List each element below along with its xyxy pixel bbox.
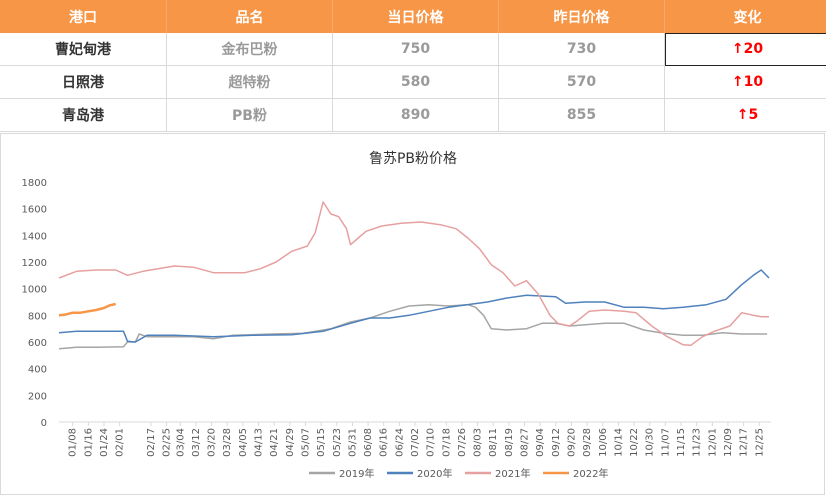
- change-cell: ↑5: [665, 99, 826, 132]
- x-tick-label: 10/22: [629, 428, 640, 457]
- x-tick-label: 02/17: [146, 428, 157, 457]
- x-tick-label: 01/08: [68, 428, 79, 457]
- yesterday-price-cell: 855: [499, 99, 665, 132]
- x-tick-label: 06/24: [394, 428, 405, 457]
- port-cell: 日照港: [0, 66, 167, 99]
- x-tick-label: 06/08: [363, 428, 374, 457]
- header-change: 变化: [665, 0, 826, 33]
- x-tick-label: 08/27: [520, 428, 531, 457]
- x-tick-label: 03/28: [222, 428, 233, 457]
- x-tick-label: 11/15: [676, 428, 687, 457]
- x-tick-label: 04/05: [238, 428, 249, 457]
- x-tick-label: 12/17: [739, 428, 750, 457]
- series-line-2021年: [59, 202, 769, 345]
- y-axis: 0 200 400 600 800 1000 1200 1400 1600 1800: [22, 178, 47, 429]
- x-tick-label: 10/06: [598, 428, 609, 457]
- y-tick-label: 1400: [22, 231, 47, 242]
- today-price-cell: 890: [333, 99, 499, 132]
- x-tick-label: 02/25: [162, 428, 173, 457]
- today-price-cell: 580: [333, 66, 499, 99]
- chart-title: 鲁苏PB粉价格: [369, 151, 457, 167]
- product-cell: 金布巴粉: [167, 33, 333, 66]
- x-tick-label: 05/15: [316, 428, 327, 457]
- x-tick-label: 03/20: [207, 428, 218, 457]
- y-tick-label: 400: [28, 365, 47, 376]
- y-tick-label: 1800: [22, 178, 47, 189]
- legend-label: 2021年: [495, 467, 530, 480]
- table-header-row: 港口 品名 当日价格 昨日价格 变化: [0, 0, 826, 33]
- x-tick-label: 12/25: [754, 428, 765, 457]
- x-tick-label: 05/31: [347, 428, 358, 457]
- header-port: 港口: [0, 0, 167, 33]
- x-tick-label: 12/01: [707, 428, 718, 457]
- chart-area: 鲁苏PB粉价格 0 200 400 600 800 1000 1200 1400 1600 180…: [0, 133, 825, 495]
- x-tick-label: 12/09: [723, 428, 734, 457]
- change-cell: ↑10: [665, 66, 826, 99]
- x-tick-label: 07/18: [441, 428, 452, 457]
- yesterday-price-cell: 570: [499, 66, 665, 99]
- header-today: 当日价格: [333, 0, 499, 33]
- x-tick-label: 07/10: [426, 428, 437, 457]
- x-tick-label: 07/02: [410, 428, 421, 457]
- x-tick-label: 09/12: [551, 428, 562, 457]
- change-cell: ↑20: [665, 33, 826, 66]
- x-tick-label: 05/23: [332, 428, 343, 457]
- x-tick-label: 11/23: [692, 428, 703, 457]
- price-line-chart: 鲁苏PB粉价格 0 200 400 600 800 1000 1200 1400 1600 180…: [1, 134, 824, 494]
- x-tick-label: 08/03: [473, 428, 484, 457]
- legend-label: 2020年: [417, 467, 452, 480]
- x-tick-label: 05/07: [300, 428, 311, 457]
- header-yesterday: 昨日价格: [499, 0, 665, 33]
- x-tick-label: 06/16: [379, 428, 390, 457]
- x-tick-label: 04/21: [269, 428, 280, 457]
- x-tick-label: 08/11: [488, 428, 499, 457]
- x-tick-label: 01/16: [83, 428, 94, 457]
- x-tick-label: 11/07: [660, 428, 671, 457]
- x-tick-label: 09/20: [566, 428, 577, 457]
- x-tick-label: 09/04: [535, 428, 546, 457]
- legend-label: 2022年: [573, 467, 608, 480]
- port-cell: 青岛港: [0, 99, 167, 132]
- x-tick-label: 01/24: [99, 428, 110, 457]
- x-tick-label: 09/28: [582, 428, 593, 457]
- series-line-2022年: [59, 304, 116, 315]
- port-cell: 曹妃甸港: [0, 33, 167, 66]
- yesterday-price-cell: 730: [499, 33, 665, 66]
- table-row: 青岛港 PB粉 890 855 ↑5: [0, 99, 826, 132]
- series-line-2019年: [59, 305, 767, 349]
- chart-legend: 2019年 2020年 2021年 2022年: [309, 467, 608, 480]
- x-tick-label: 10/14: [613, 428, 624, 457]
- today-price-cell: 750: [333, 33, 499, 66]
- product-cell: PB粉: [167, 99, 333, 132]
- series-lines: [59, 202, 769, 349]
- legend-label: 2019年: [339, 467, 374, 480]
- y-tick-label: 600: [28, 338, 47, 349]
- y-tick-label: 0: [41, 418, 47, 429]
- y-tick-label: 1000: [22, 285, 47, 296]
- product-cell: 超特粉: [167, 66, 333, 99]
- y-tick-label: 1600: [22, 205, 47, 216]
- y-tick-label: 800: [28, 311, 47, 322]
- x-tick-label: 02/01: [115, 428, 126, 457]
- x-tick-label: 04/29: [285, 428, 296, 457]
- x-tick-label: 10/30: [645, 428, 656, 457]
- price-table: 港口 品名 当日价格 昨日价格 变化 曹妃甸港 金布巴粉 750 730 ↑20…: [0, 0, 826, 132]
- table-row: 曹妃甸港 金布巴粉 750 730 ↑20: [0, 33, 826, 66]
- y-tick-label: 1200: [22, 258, 47, 269]
- table-row: 日照港 超特粉 580 570 ↑10: [0, 66, 826, 99]
- x-tick-label: 03/12: [191, 428, 202, 457]
- y-tick-label: 200: [28, 391, 47, 402]
- x-tick-label: 08/19: [504, 428, 515, 457]
- x-tick-label: 07/26: [457, 428, 468, 457]
- x-tick-label: 03/04: [175, 428, 186, 457]
- header-product: 品名: [167, 0, 333, 33]
- x-tick-label: 04/13: [254, 428, 265, 457]
